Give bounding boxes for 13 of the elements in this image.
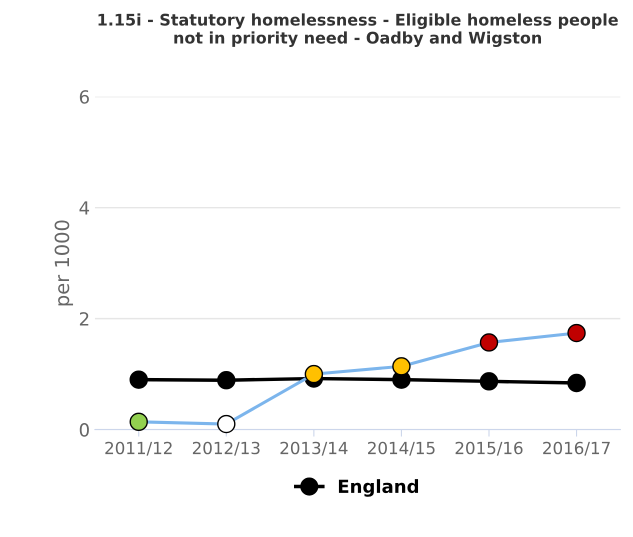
x-tick-label: 2015/16 bbox=[456, 442, 523, 456]
x-tick-label: 2011/12 bbox=[105, 442, 172, 456]
y-tick-label: 4 bbox=[79, 201, 90, 214]
y-tick-label: 6 bbox=[80, 90, 89, 104]
legend-label: England bbox=[338, 479, 418, 497]
y-tick-label: 2 bbox=[80, 312, 88, 326]
x-tick-label: 2012/13 bbox=[192, 442, 260, 456]
x-tick-label: 2016/17 bbox=[543, 442, 610, 456]
x-tick-label: 2014/15 bbox=[368, 442, 435, 456]
x-tick-label: 2013/14 bbox=[280, 442, 348, 456]
y-axis-title: per 1000 bbox=[54, 220, 74, 306]
chart-title: 1.15i - Statutory homelessness - Eligible homeless people not in priority need - Oadby and Wigston bbox=[98, 13, 618, 47]
y-tick-label: 0 bbox=[80, 423, 89, 437]
